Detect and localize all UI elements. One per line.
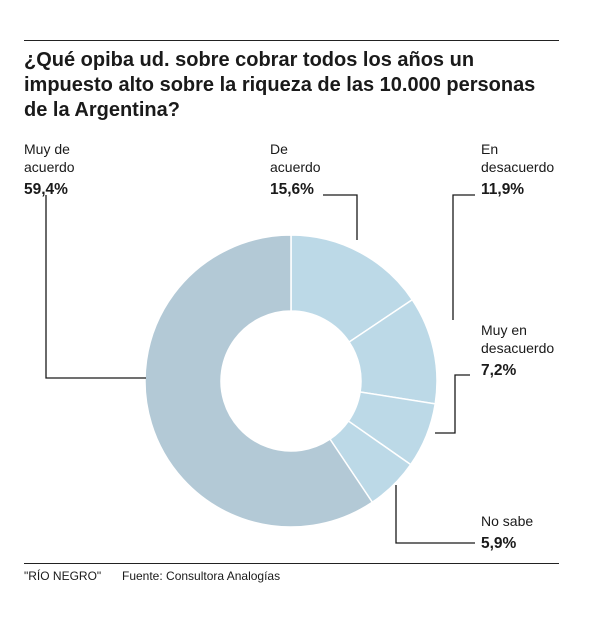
slice-label-muy-en-desacuerdo-line-1: Muy en bbox=[481, 322, 527, 338]
footer-source: Fuente: Consultora Analogías bbox=[122, 569, 281, 583]
slice-label-muy-en-desacuerdo-line-2: desacuerdo bbox=[481, 340, 554, 356]
slice-muy-de-acuerdo bbox=[144, 234, 374, 528]
leader-en-desacuerdo bbox=[452, 194, 475, 320]
slice-value-no-sabe: 5,9% bbox=[481, 535, 517, 552]
slice-label-de-acuerdo-line-2: acuerdo bbox=[270, 159, 321, 175]
slice-label-muy-de-acuerdo-line-1: Muy de bbox=[24, 141, 70, 157]
slice-de-acuerdo bbox=[290, 234, 414, 344]
slice-label-en-desacuerdo-line-2: desacuerdo bbox=[481, 159, 554, 175]
slice-label-muy-de-acuerdo-line-2: acuerdo bbox=[24, 159, 75, 175]
chart-title: ¿Qué opiba ud. sobre cobrar todos los añ… bbox=[24, 49, 536, 121]
slice-value-en-desacuerdo: 11,9% bbox=[481, 181, 524, 198]
footer-brand: "RÍO NEGRO" bbox=[24, 569, 102, 583]
slice-label-de-acuerdo-line-1: De bbox=[270, 141, 288, 157]
leader-no-sabe bbox=[395, 485, 475, 544]
leader-lines bbox=[45, 194, 475, 544]
slice-value-muy-en-desacuerdo: 7,2% bbox=[481, 362, 517, 379]
bottom-rule bbox=[24, 563, 559, 564]
leader-de-acuerdo bbox=[323, 194, 358, 240]
slice-value-muy-de-acuerdo: 59,4% bbox=[24, 181, 68, 198]
slice-labels: De acuerdo 15,6% En desacuerdo 11,9% Muy en des… bbox=[24, 141, 554, 552]
slice-label-no-sabe: No sabe bbox=[481, 513, 533, 529]
slice-label-en-desacuerdo-line-1: En bbox=[481, 141, 498, 157]
leader-muy-en-desacuerdo bbox=[435, 374, 470, 434]
donut-slices bbox=[144, 234, 438, 528]
top-rule bbox=[24, 40, 559, 41]
leader-muy-de-acuerdo bbox=[45, 195, 146, 379]
slice-value-de-acuerdo: 15,6% bbox=[270, 181, 314, 198]
